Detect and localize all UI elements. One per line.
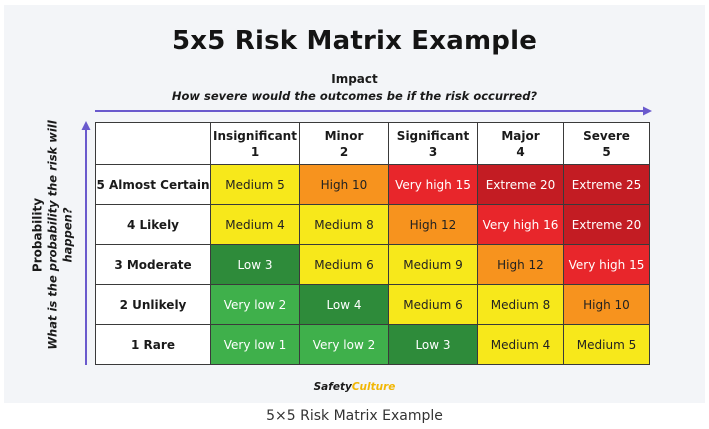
risk-cell: High 12 bbox=[477, 244, 564, 285]
risk-cell: Very low 2 bbox=[299, 324, 389, 365]
probability-axis: Probability What is the probability the … bbox=[18, 104, 88, 366]
risk-cell: Medium 9 bbox=[388, 244, 478, 285]
risk-cell: Low 4 bbox=[299, 284, 389, 325]
table-row: 1 Rare Very low 1 Very low 2 Low 3 Mediu… bbox=[95, 324, 650, 365]
impact-arrow-head bbox=[643, 106, 652, 116]
impact-axis-label: Impact bbox=[331, 72, 378, 86]
row-header: 4 Likely bbox=[95, 204, 211, 245]
row-header: 1 Rare bbox=[95, 324, 211, 365]
header-row: Insignificant 1 Minor 2 Significant 3 Major… bbox=[95, 122, 650, 165]
column-header-severe: Severe 5 bbox=[563, 122, 650, 165]
risk-cell: Medium 5 bbox=[210, 164, 300, 205]
risk-cell: Medium 8 bbox=[299, 204, 389, 245]
risk-cell: Extreme 25 bbox=[563, 164, 650, 205]
row-header: 2 Unlikely bbox=[95, 284, 211, 325]
table-row: 4 Likely Medium 4 Medium 8 High 12 Very … bbox=[95, 204, 650, 245]
column-header-significant: Significant 3 bbox=[388, 122, 478, 165]
risk-cell: High 12 bbox=[388, 204, 478, 245]
risk-cell: Low 3 bbox=[210, 244, 300, 285]
table-corner bbox=[95, 122, 211, 165]
risk-cell: Very high 16 bbox=[477, 204, 564, 245]
risk-cell: Medium 4 bbox=[210, 204, 300, 245]
matrix-title: 5x5 Risk Matrix Example bbox=[171, 26, 538, 56]
probability-axis-question: What is the probability the risk will ha… bbox=[45, 120, 75, 350]
risk-cell: Extreme 20 bbox=[563, 204, 650, 245]
safetyculture-logo: SafetyCulture bbox=[313, 381, 396, 393]
probability-axis-label: Probability bbox=[30, 197, 45, 273]
risk-cell: Low 3 bbox=[388, 324, 478, 365]
table-row: 2 Unlikely Very low 2 Low 4 Medium 6 Med… bbox=[95, 284, 650, 325]
risk-cell: Medium 5 bbox=[563, 324, 650, 365]
risk-cell: Very low 2 bbox=[210, 284, 300, 325]
table-row: 3 Moderate Low 3 Medium 6 Medium 9 High … bbox=[95, 244, 650, 285]
risk-cell: Very high 15 bbox=[563, 244, 650, 285]
risk-cell: Medium 6 bbox=[299, 244, 389, 285]
risk-matrix-table: Insignificant 1 Minor 2 Significant 3 Major… bbox=[95, 122, 650, 365]
column-header-insignificant: Insignificant 1 bbox=[210, 122, 300, 165]
risk-cell: High 10 bbox=[299, 164, 389, 205]
column-header-minor: Minor 2 bbox=[299, 122, 389, 165]
table-row: 5 Almost Certain Medium 5 High 10 Very h… bbox=[95, 164, 650, 205]
figure-caption: 5×5 Risk Matrix Example bbox=[266, 408, 443, 424]
risk-cell: Very low 1 bbox=[210, 324, 300, 365]
impact-axis-question: How severe would the outcomes be if the … bbox=[171, 89, 538, 103]
row-header: 3 Moderate bbox=[95, 244, 211, 285]
risk-cell: High 10 bbox=[563, 284, 650, 325]
risk-cell: Very high 15 bbox=[388, 164, 478, 205]
probability-arrow-head bbox=[81, 121, 91, 130]
column-header-major: Major 4 bbox=[477, 122, 564, 165]
risk-cell: Medium 4 bbox=[477, 324, 564, 365]
risk-cell: Medium 8 bbox=[477, 284, 564, 325]
risk-cell: Extreme 20 bbox=[477, 164, 564, 205]
row-header: 5 Almost Certain bbox=[95, 164, 211, 205]
risk-cell: Medium 6 bbox=[388, 284, 478, 325]
